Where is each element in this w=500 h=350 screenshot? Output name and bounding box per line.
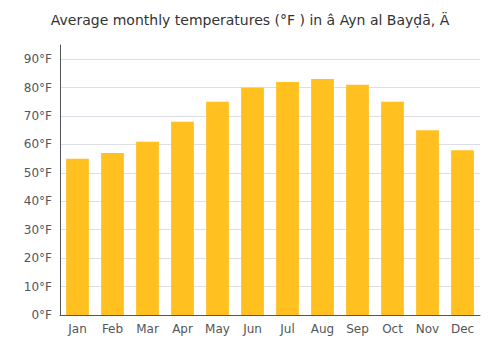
svg-text:Sep: Sep bbox=[346, 322, 369, 336]
svg-text:Mar: Mar bbox=[136, 322, 159, 336]
svg-text:40°F: 40°F bbox=[24, 194, 52, 208]
svg-text:50°F: 50°F bbox=[24, 166, 52, 180]
svg-text:10°F: 10°F bbox=[24, 280, 52, 294]
svg-text:90°F: 90°F bbox=[24, 52, 52, 66]
svg-text:Jan: Jan bbox=[67, 322, 87, 336]
svg-text:70°F: 70°F bbox=[24, 109, 52, 123]
svg-text:Aug: Aug bbox=[311, 322, 334, 336]
svg-text:Feb: Feb bbox=[102, 322, 123, 336]
svg-text:0°F: 0°F bbox=[31, 308, 52, 322]
svg-text:80°F: 80°F bbox=[24, 81, 52, 95]
svg-text:Nov: Nov bbox=[416, 322, 439, 336]
svg-text:Oct: Oct bbox=[382, 322, 403, 336]
svg-text:Jul: Jul bbox=[279, 322, 294, 336]
svg-text:Jun: Jun bbox=[242, 322, 262, 336]
svg-text:Apr: Apr bbox=[172, 322, 193, 336]
svg-text:60°F: 60°F bbox=[24, 137, 52, 151]
svg-text:Average monthly temperatures (: Average monthly temperatures (°F ) in â … bbox=[51, 11, 450, 28]
svg-text:Dec: Dec bbox=[451, 322, 474, 336]
svg-text:May: May bbox=[205, 322, 230, 336]
svg-text:20°F: 20°F bbox=[24, 251, 52, 265]
svg-text:30°F: 30°F bbox=[24, 223, 52, 237]
